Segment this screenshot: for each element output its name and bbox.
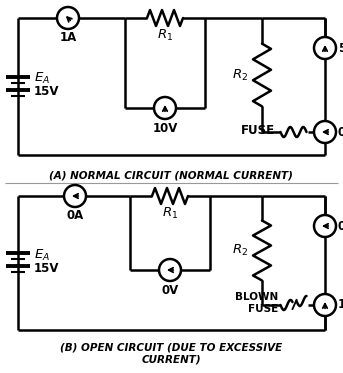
Text: FUSE: FUSE <box>241 123 275 137</box>
Text: (A) NORMAL CIRCUIT (NORMAL CURRENT): (A) NORMAL CIRCUIT (NORMAL CURRENT) <box>49 170 293 180</box>
Circle shape <box>314 121 336 143</box>
Text: 0V: 0V <box>338 125 343 138</box>
Text: $R_2$: $R_2$ <box>232 68 248 82</box>
Circle shape <box>314 215 336 237</box>
Circle shape <box>159 259 181 281</box>
Text: 0A: 0A <box>67 209 84 222</box>
Text: (B) OPEN CIRCUIT (DUE TO EXCESSIVE
CURRENT): (B) OPEN CIRCUIT (DUE TO EXCESSIVE CURRE… <box>60 343 282 364</box>
Text: $R_1$: $R_1$ <box>157 28 173 43</box>
Circle shape <box>64 185 86 207</box>
Text: 0V: 0V <box>338 219 343 232</box>
Circle shape <box>314 294 336 316</box>
Text: $E_A$: $E_A$ <box>34 247 50 263</box>
Text: BLOWN
FUSE: BLOWN FUSE <box>235 292 279 314</box>
Text: $E_A$: $E_A$ <box>34 71 50 86</box>
Text: 15V: 15V <box>34 261 59 275</box>
Circle shape <box>57 7 79 29</box>
Text: 1A: 1A <box>59 31 76 44</box>
Circle shape <box>314 37 336 59</box>
Text: 5V: 5V <box>338 41 343 54</box>
Text: 10V: 10V <box>152 122 178 135</box>
Text: $R_2$: $R_2$ <box>232 243 248 258</box>
Text: 15V: 15V <box>338 298 343 311</box>
Text: 15V: 15V <box>34 85 59 98</box>
Circle shape <box>154 97 176 119</box>
Text: $R_1$: $R_1$ <box>162 206 178 221</box>
Text: 0V: 0V <box>161 284 179 297</box>
